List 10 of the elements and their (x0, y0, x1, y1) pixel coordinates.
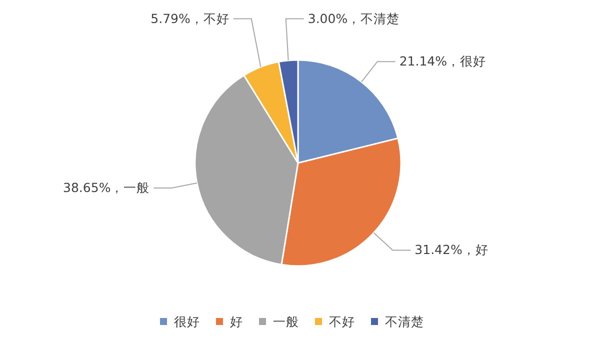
data-label: 38.65%，一般 (63, 180, 150, 196)
data-label: 31.42%，好 (414, 242, 488, 258)
data-label: 5.79%，不好 (150, 10, 230, 26)
legend-label: 不清楚 (385, 314, 424, 329)
legend-label: 好 (230, 314, 243, 329)
legend-label: 很好 (174, 314, 200, 329)
data-label: 3.00%，不清楚 (308, 10, 400, 26)
legend-label: 一般 (273, 314, 299, 329)
legend-label: 不好 (329, 314, 355, 329)
data-label: 21.14%，很好 (399, 54, 486, 69)
